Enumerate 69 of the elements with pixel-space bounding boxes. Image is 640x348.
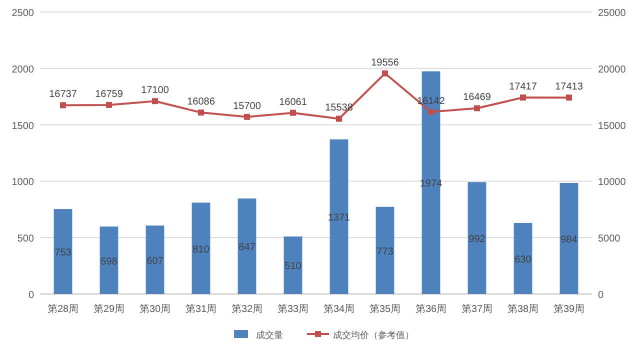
point: [290, 110, 296, 116]
y2-tick-label: 0: [598, 290, 604, 301]
data-label: 847: [238, 242, 256, 254]
y2-tick-label: 5000: [598, 234, 621, 245]
point: [474, 105, 480, 112]
point: [152, 98, 158, 104]
data-label: 630: [514, 254, 532, 266]
data-label: 16759: [95, 88, 124, 100]
x-tick-label: 第28周: [47, 303, 79, 315]
y2-tick-label: 25000: [598, 8, 626, 19]
x-tick-label: 第37周: [461, 303, 493, 315]
point: [106, 102, 112, 108]
x-tick-label: 第35周: [369, 303, 401, 315]
bar: [284, 236, 302, 294]
x-tick-label: 第36周: [415, 303, 447, 315]
legend-label: 成交量: [256, 330, 283, 340]
y-tick-label: 1500: [12, 120, 34, 132]
bar: [514, 222, 532, 294]
point: [336, 116, 342, 122]
data-label: 598: [100, 256, 118, 268]
point: [428, 108, 434, 115]
bar: [376, 206, 394, 294]
data-label: 773: [376, 246, 394, 258]
bar: [560, 183, 578, 294]
y2-tick-label: 20000: [598, 64, 626, 76]
y-tick-label: 2000: [12, 64, 34, 76]
bar: [330, 139, 348, 294]
x-tick-label: 第29周: [93, 303, 125, 315]
x-tick-label: 第31周: [185, 303, 217, 315]
data-label: 16469: [463, 92, 492, 104]
bar: [146, 226, 164, 294]
data-label: 16737: [49, 89, 78, 100]
data-label: 16086: [187, 96, 216, 108]
data-label: 992: [468, 234, 486, 246]
data-label: 753: [54, 248, 72, 259]
bar: [468, 182, 486, 294]
y-tick-label: 2500: [12, 8, 34, 19]
data-label: 17413: [555, 82, 584, 93]
data-label: 984: [560, 234, 578, 246]
point: [244, 114, 250, 120]
data-label: 810: [192, 244, 210, 256]
point: [60, 102, 66, 108]
bar: [100, 226, 118, 294]
data-label: 510: [284, 261, 302, 272]
data-label: 17100: [141, 85, 170, 96]
data-label: 16061: [279, 96, 308, 108]
y-tick-label: 500: [17, 234, 34, 245]
data-label: 17417: [509, 82, 538, 93]
x-tick-label: 第33周: [277, 303, 309, 315]
y2-tick-label: 15000: [598, 120, 626, 132]
x-tick-label: 第32周: [231, 303, 263, 315]
data-label: 607: [146, 256, 164, 267]
bar: [238, 198, 256, 294]
y2-tick-label: 10000: [598, 177, 626, 188]
x-tick-label: 第38周: [507, 303, 539, 315]
legend-label: 成交均价（参考值）: [333, 330, 414, 340]
point: [198, 110, 204, 116]
x-tick-label: 第39周: [553, 303, 585, 315]
y-tick-label: 0: [28, 290, 34, 301]
y-tick-label: 1000: [12, 177, 34, 188]
point: [566, 94, 572, 101]
point: [382, 70, 388, 76]
bar: [192, 202, 210, 294]
x-tick-label: 第30周: [139, 303, 171, 315]
x-tick-label: 第34周: [323, 303, 355, 315]
data-label: 19556: [371, 57, 400, 68]
bar: [54, 209, 72, 294]
data-label: 15700: [233, 100, 262, 112]
point: [520, 94, 526, 101]
